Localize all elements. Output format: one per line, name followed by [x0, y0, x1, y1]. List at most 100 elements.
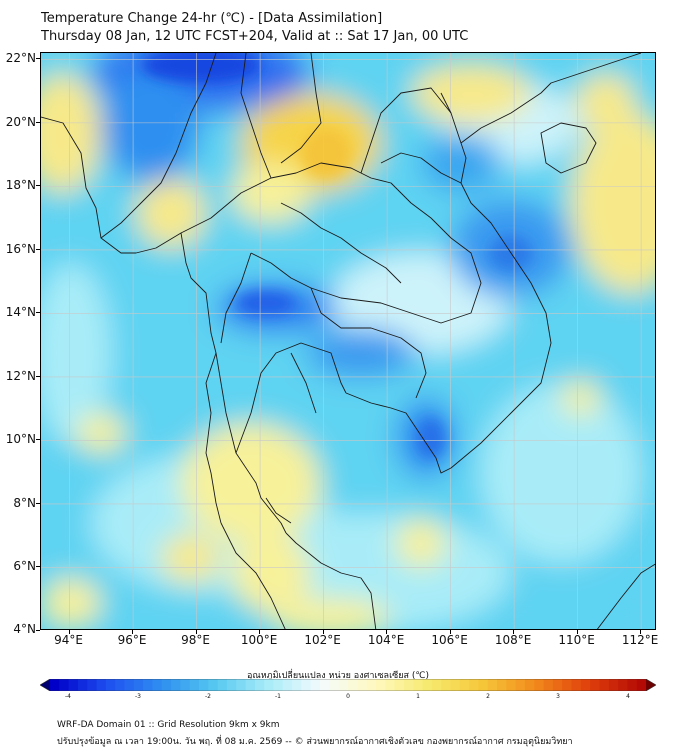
colorbar-tick-label: 3 — [556, 693, 560, 700]
colorbar-tick-label: 4 — [626, 693, 630, 700]
colorbar-segment — [375, 679, 386, 691]
chart-subtitle: Thursday 08 Jan, 12 UTC FCST+204, Valid … — [41, 29, 469, 44]
colorbar-segment — [441, 679, 452, 691]
colorbar-min-arrow — [40, 679, 50, 691]
lon-tick — [68, 630, 70, 634]
colorbar-segment — [487, 679, 498, 691]
map-canvas — [41, 53, 655, 629]
lon-tick — [513, 630, 515, 634]
colorbar-tick-label: -3 — [135, 693, 141, 700]
colorbar-segment — [571, 679, 582, 691]
colorbar-segment — [431, 679, 442, 691]
lon-tick — [132, 630, 134, 634]
colorbar-max-arrow — [646, 679, 656, 691]
lat-tick-label: 22°N — [5, 51, 36, 66]
lon-tick-label: 98°E — [181, 633, 210, 647]
temperature-cores — [141, 53, 533, 458]
colorbar-segment — [524, 679, 535, 691]
colorbar-tick-label: 2 — [486, 693, 490, 700]
lat-tick-label: 18°N — [5, 178, 36, 193]
footer-credits: ปรับปรุงข้อมูล ณ เวลา 19:00น. วัน พฤ. ที… — [57, 737, 573, 747]
colorbar-tick-label: 1 — [416, 693, 420, 700]
colorbar-segment — [68, 679, 79, 691]
lat-tick-label: 10°N — [5, 432, 36, 447]
lat-tick-label: 14°N — [5, 305, 36, 320]
colorbar-segment — [292, 679, 303, 691]
colorbar-segment — [217, 679, 228, 691]
colorbar-segment — [143, 679, 154, 691]
colorbar-segment — [161, 679, 172, 691]
colorbar-segment — [105, 679, 116, 691]
colorbar-segment — [459, 679, 470, 691]
colorbar-segment — [189, 679, 200, 691]
colorbar-segment — [413, 679, 424, 691]
colorbar-tick-label: 0 — [346, 693, 350, 700]
lon-tick — [386, 630, 388, 634]
colorbar-label: อุณหภูมิเปลี่ยนแปลง หน่วย องศาเซลเซียส (… — [246, 671, 430, 681]
colorbar-segment — [590, 679, 601, 691]
colorbar-segment — [87, 679, 98, 691]
colorbar-segment — [329, 679, 340, 691]
lon-tick-label: 100°E — [240, 633, 278, 647]
colorbar-segment — [320, 679, 330, 691]
lat-tick-label: 6°N — [13, 559, 36, 574]
colorbar-segment — [348, 679, 358, 691]
colorbar-segment — [357, 679, 368, 691]
lon-tick — [576, 630, 578, 634]
colorbar-segment — [552, 679, 563, 691]
colorbar-segment — [543, 679, 554, 691]
footer-model-info: WRF-DA Domain 01 :: Grid Resolution 9km … — [57, 720, 280, 730]
colorbar-segment — [133, 679, 144, 691]
colorbar-segment — [562, 679, 573, 691]
lat-tick — [36, 566, 40, 568]
lon-tick-label: 104°E — [367, 633, 405, 647]
lat-tick — [36, 375, 40, 377]
lat-tick — [36, 630, 40, 631]
lat-tick — [36, 439, 40, 441]
colorbar-segment — [385, 679, 396, 691]
colorbar-segment — [273, 679, 284, 691]
colorbar-segment — [618, 679, 628, 691]
colorbar-segment — [338, 679, 349, 691]
lon-tick-label: 106°E — [431, 633, 468, 647]
colorbar-segment — [636, 679, 647, 691]
lon-tick-label: 96°E — [117, 633, 147, 647]
temperature-change-map[interactable] — [40, 52, 656, 630]
colorbar-segment — [96, 679, 107, 691]
colorbar-segment — [599, 679, 610, 691]
colorbar-tick-label: -1 — [275, 693, 281, 700]
colorbar-segment — [469, 679, 479, 691]
colorbar-segment — [59, 679, 70, 691]
lat-tick — [36, 248, 40, 250]
lon-tick — [449, 630, 451, 634]
coastlines-and-borders — [41, 53, 655, 629]
lon-tick-label: 108°E — [494, 633, 532, 647]
lat-tick — [36, 58, 40, 60]
colorbar-segment — [394, 679, 405, 691]
lat-tick-label: 16°N — [5, 241, 36, 256]
lat-tick — [36, 502, 40, 504]
lat-tick-label: 12°N — [5, 368, 36, 383]
lon-tick — [322, 630, 324, 634]
colorbar-segment — [199, 679, 209, 691]
colorbar-segment — [534, 679, 545, 691]
colorbar-segment — [254, 679, 265, 691]
lon-tick — [640, 630, 642, 634]
colorbar-segment — [236, 679, 247, 691]
colorbar-tick-label: -2 — [205, 693, 211, 700]
colorbar-segment — [366, 679, 377, 691]
colorbar-tick-label: -4 — [65, 693, 71, 700]
colorbar-segment — [282, 679, 293, 691]
lat-tick — [36, 312, 40, 314]
colorbar-segment — [208, 679, 219, 691]
chart-title: Temperature Change 24-hr (℃) - [Data Ass… — [41, 11, 383, 26]
colorbar-segment — [77, 679, 88, 691]
lat-tick — [36, 121, 40, 123]
colorbar-segment — [627, 679, 638, 691]
colorbar-segment — [152, 679, 163, 691]
colorbar-segment — [115, 679, 126, 691]
colorbar-segment — [245, 679, 256, 691]
colorbar-segment — [515, 679, 526, 691]
colorbar-segment — [124, 679, 135, 691]
lat-tick-label: 20°N — [5, 114, 36, 129]
